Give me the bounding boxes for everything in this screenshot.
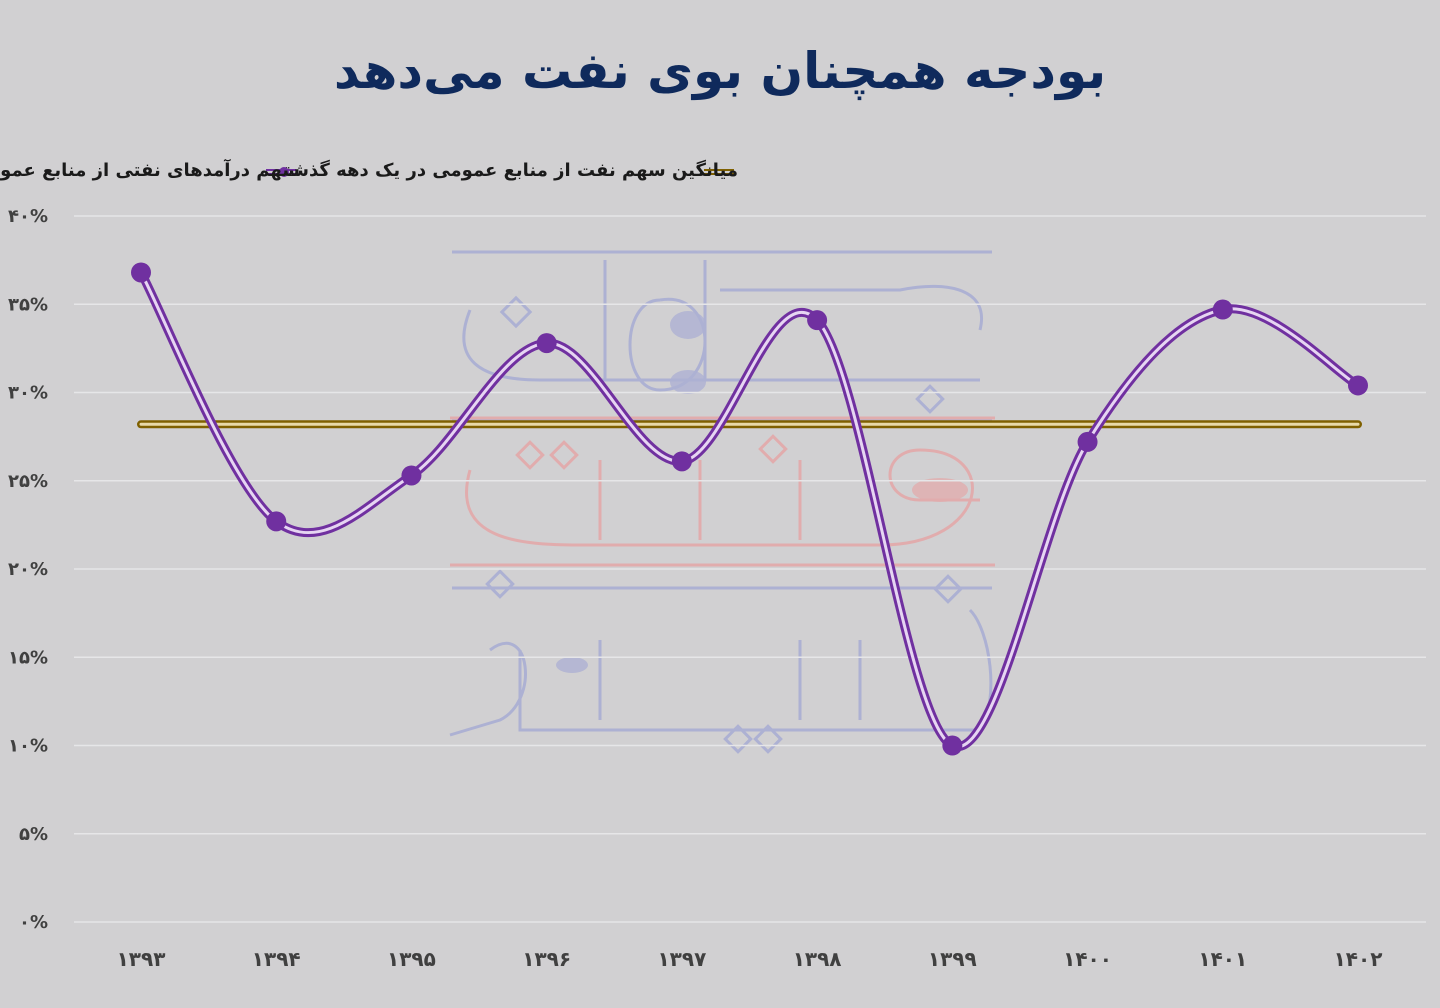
chart-title: بودجه همچنان بوی نفت می‌دهد bbox=[334, 42, 1106, 101]
y-tick-label: ۰% bbox=[19, 912, 48, 933]
y-tick-label: ۲۵% bbox=[8, 471, 48, 492]
oil-share-point bbox=[1212, 299, 1233, 320]
x-tick-label: ۱۳۹۹ bbox=[928, 947, 977, 971]
legend-item-oil-share: سهم درآمدهای نفتی از منابع عمومی دولت bbox=[0, 158, 300, 181]
oil-share-point bbox=[671, 451, 692, 472]
y-tick-label: ۱۰% bbox=[8, 736, 48, 757]
oil-share-line-outer bbox=[136, 267, 1363, 752]
legend-item-average: میانگین سهم نفت از منابع عمومی در یک دهه… bbox=[273, 159, 738, 181]
x-tick-label: ۱۳۹۳ bbox=[117, 947, 166, 971]
legend-label-oil-share: سهم درآمدهای نفتی از منابع عمومی دولت bbox=[0, 158, 300, 181]
y-axis-ticks: ۰% ۵% ۱۰% ۱۵% ۲۰% ۲۵% ۳۰% ۳۵% ۴۰% bbox=[8, 206, 48, 933]
oil-share-point bbox=[266, 511, 287, 532]
y-tick-label: ۳۵% bbox=[8, 294, 48, 315]
oil-share-point bbox=[401, 465, 422, 486]
x-tick-label: ۱۳۹۶ bbox=[522, 947, 571, 971]
x-tick-label: ۱۳۹۴ bbox=[252, 947, 301, 971]
x-tick-label: ۱۴۰۲ bbox=[1334, 947, 1383, 971]
oil-share-point bbox=[1348, 375, 1368, 396]
y-tick-label: ۵% bbox=[19, 824, 48, 845]
x-tick-label: ۱۳۹۵ bbox=[387, 947, 436, 971]
oil-share-point bbox=[131, 262, 151, 283]
gridlines bbox=[74, 215, 1426, 923]
oil-share-point bbox=[1077, 431, 1098, 452]
watermark-logo bbox=[449, 250, 995, 754]
oil-share-point bbox=[942, 735, 963, 756]
x-tick-label: ۱۳۹۷ bbox=[657, 947, 706, 971]
y-tick-label: ۴۰% bbox=[8, 206, 48, 227]
y-tick-label: ۱۵% bbox=[8, 647, 48, 668]
x-tick-label: ۱۴۰۱ bbox=[1198, 947, 1247, 971]
series-oil-share bbox=[131, 262, 1368, 756]
x-tick-label: ۱۴۰۰ bbox=[1063, 947, 1112, 971]
oil-share-point bbox=[536, 333, 557, 354]
y-tick-label: ۲۰% bbox=[8, 559, 48, 580]
oil-share-line-inner bbox=[139, 270, 1360, 749]
y-tick-label: ۳۰% bbox=[8, 383, 48, 404]
x-axis-ticks: ۱۳۹۳ ۱۳۹۴ ۱۳۹۵ ۱۳۹۶ ۱۳۹۷ ۱۳۹۸ ۱۳۹۹ ۱۴۰۰ ۱۴۰۱ ۱۴۰۲ bbox=[117, 947, 1383, 971]
legend: میانگین سهم نفت از منابع عمومی در یک دهه… bbox=[0, 158, 738, 181]
legend-marker-oil-share bbox=[279, 167, 289, 177]
legend-label-average: میانگین سهم نفت از منابع عمومی در یک دهه… bbox=[273, 159, 738, 181]
oil-share-point bbox=[807, 310, 828, 331]
x-tick-label: ۱۳۹۸ bbox=[793, 947, 842, 971]
